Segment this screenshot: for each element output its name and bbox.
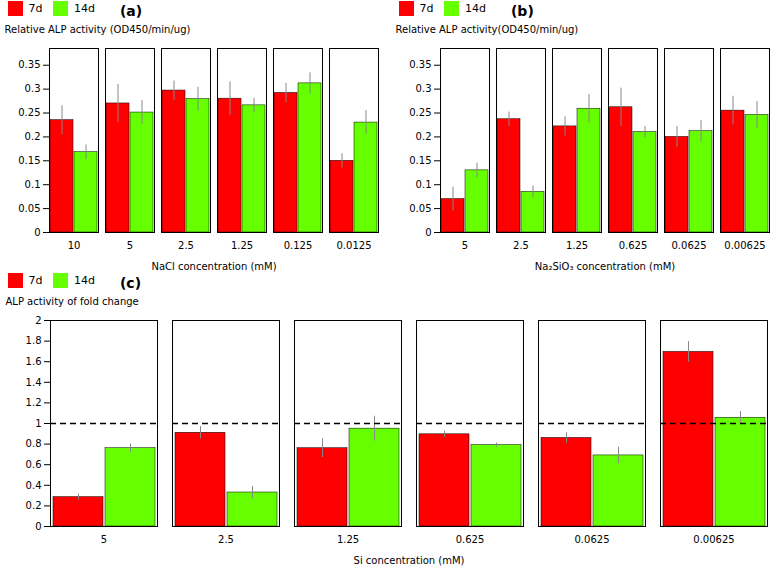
- svg-text:0.35: 0.35: [409, 59, 431, 70]
- svg-text:0.2: 0.2: [26, 500, 42, 511]
- svg-text:0.25: 0.25: [18, 107, 40, 118]
- svg-text:2.5: 2.5: [178, 240, 194, 251]
- svg-text:NaCl concentration (mM): NaCl concentration (mM): [151, 261, 276, 272]
- svg-text:1.25: 1.25: [231, 240, 253, 251]
- html-text:7d: 7d: [419, 1, 434, 15]
- svg-text:0.15: 0.15: [409, 155, 431, 166]
- svg-text:0.0125: 0.0125: [337, 240, 372, 251]
- svg-text:0: 0: [35, 521, 41, 532]
- svg-text:5: 5: [462, 240, 468, 251]
- html-text:14d: 14d: [74, 273, 95, 287]
- svg-text:0.8: 0.8: [26, 438, 42, 449]
- svg-text:0.0625: 0.0625: [672, 240, 707, 251]
- svg-text:1.4: 1.4: [26, 377, 42, 388]
- svg-text:0.05: 0.05: [18, 203, 40, 214]
- svg-text:0.25: 0.25: [409, 107, 431, 118]
- svg-text:0.1: 0.1: [416, 179, 432, 190]
- svg-text:0.15: 0.15: [18, 155, 40, 166]
- html-text:14d: 14d: [465, 1, 486, 15]
- html-text:7d: 7d: [28, 1, 43, 15]
- svg-text:0.625: 0.625: [456, 534, 485, 545]
- svg-text:Relative ALP activity (OD450/m: Relative ALP activity (OD450/min/ug): [5, 24, 191, 35]
- svg-text:ALP activity of fold change: ALP activity of fold change: [6, 296, 139, 307]
- svg-text:1.25: 1.25: [337, 534, 359, 545]
- svg-text:0.625: 0.625: [619, 240, 648, 251]
- svg-text:0.00625: 0.00625: [693, 534, 734, 545]
- svg-text:0.6: 0.6: [26, 459, 42, 470]
- html-text:(a): (a): [120, 3, 143, 19]
- svg-text:1.25: 1.25: [566, 240, 588, 251]
- svg-text:1.8: 1.8: [26, 335, 42, 346]
- svg-text:0.00625: 0.00625: [724, 240, 765, 251]
- svg-text:0.125: 0.125: [284, 240, 313, 251]
- svg-text:0.3: 0.3: [416, 83, 432, 94]
- svg-text:0.4: 0.4: [26, 480, 42, 491]
- svg-text:0: 0: [34, 227, 40, 238]
- svg-text:5: 5: [127, 240, 133, 251]
- svg-text:Si concentration (mM): Si concentration (mM): [354, 555, 465, 566]
- svg-text:0.3: 0.3: [25, 83, 41, 94]
- svg-text:1.6: 1.6: [26, 356, 42, 367]
- html-text:(b): (b): [511, 3, 534, 19]
- svg-text:0.1: 0.1: [25, 179, 41, 190]
- svg-text:Na₂SiO₃ concentration (mM): Na₂SiO₃ concentration (mM): [535, 261, 676, 272]
- svg-text:0.05: 0.05: [409, 203, 431, 214]
- svg-text:0.2: 0.2: [416, 131, 432, 142]
- svg-text:0: 0: [425, 227, 431, 238]
- svg-text:Relative ALP activity(OD450/mi: Relative ALP activity(OD450/min/ug): [396, 24, 579, 35]
- html-text:(c): (c): [120, 275, 142, 291]
- html-text:7d: 7d: [28, 273, 43, 287]
- svg-text:0.0625: 0.0625: [575, 534, 610, 545]
- svg-text:2.5: 2.5: [218, 534, 234, 545]
- html-text:14d: 14d: [74, 1, 95, 15]
- svg-text:0.35: 0.35: [18, 59, 40, 70]
- svg-text:1: 1: [35, 418, 41, 429]
- svg-text:1.2: 1.2: [26, 397, 42, 408]
- svg-text:2: 2: [35, 315, 41, 326]
- svg-text:2.5: 2.5: [513, 240, 529, 251]
- svg-text:5: 5: [101, 534, 107, 545]
- svg-text:10: 10: [68, 240, 81, 251]
- svg-text:0.2: 0.2: [25, 131, 41, 142]
